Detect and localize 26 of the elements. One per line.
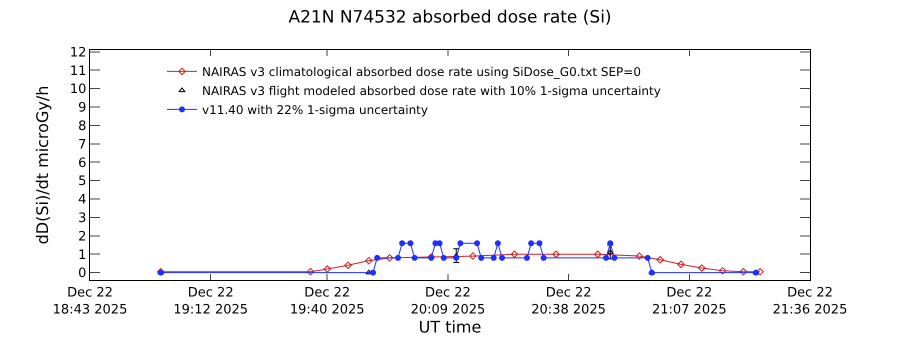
legend-label: v11.40 with 22% 1-sigma uncertainty <box>202 103 428 118</box>
y-axis-title: dD(Si)/dt microGy/h <box>33 86 52 244</box>
legend-label: NAIRAS v3 climatological absorbed dose rate using SiDose_G0.txt SEP=0 <box>202 65 641 80</box>
x-tick-label: Dec 22 20:38 2025 <box>531 286 606 318</box>
y-tick-label: 8 <box>78 118 86 134</box>
y-tick-label: 7 <box>78 137 86 152</box>
y-tick-label: 9 <box>78 100 86 116</box>
y-tick-label: 1 <box>78 248 86 263</box>
x-tick-label: Dec 22 18:43 2025 <box>52 286 128 318</box>
x-tick-label: Dec 22 21:36 2025 <box>772 286 848 318</box>
y-tick-label: 4 <box>78 192 86 208</box>
y-tick-label: 11 <box>70 64 86 79</box>
y-tick-label: 10 <box>70 82 86 98</box>
y-tick-label: 6 <box>78 156 86 171</box>
y-tick-label: 0 <box>78 266 86 282</box>
x-axis-title: UT time <box>418 318 482 336</box>
chart-title: A21N N74532 absorbed dose rate (Si) <box>288 7 612 28</box>
legend-label: NAIRAS v3 flight modeled absorbed dose rate with 10% 1-sigma uncertainty <box>202 84 661 98</box>
y-tick-label: 2 <box>78 229 86 244</box>
x-tick-label: Dec 22 19:12 2025 <box>173 286 248 318</box>
y-tick-label: 3 <box>78 210 86 226</box>
x-tick-label: Dec 22 21:07 2025 <box>652 286 727 318</box>
x-tick-label: Dec 22 20:09 2025 <box>410 286 486 318</box>
x-tick-label: Dec 22 19:40 2025 <box>290 286 365 318</box>
y-tick-label: 12 <box>70 45 86 60</box>
y-tick-label: 5 <box>78 174 86 190</box>
